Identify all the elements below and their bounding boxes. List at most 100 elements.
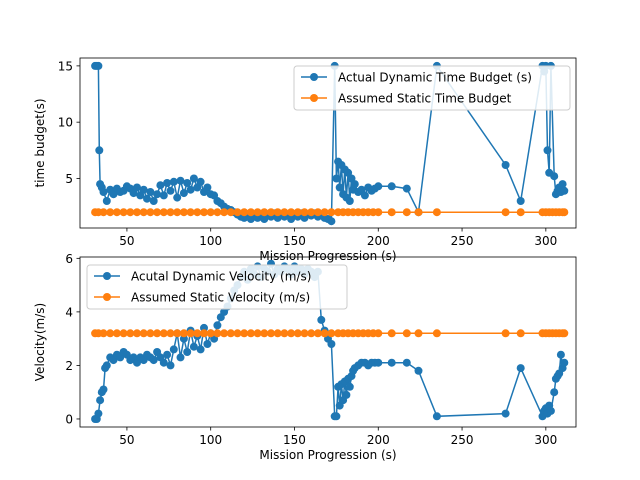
legend-marker — [310, 94, 318, 102]
axes-frame — [79, 256, 577, 428]
data-point — [112, 329, 121, 338]
data-point — [133, 329, 141, 338]
data-point — [169, 177, 178, 186]
data-point — [240, 329, 249, 338]
data-point — [414, 208, 423, 217]
data-point — [560, 358, 569, 367]
data-point — [402, 208, 411, 217]
x-tick-label: 250 — [451, 433, 474, 447]
data-point — [246, 208, 255, 217]
data-point — [179, 189, 188, 198]
data-point — [332, 174, 341, 183]
data-point — [414, 329, 423, 338]
data-point — [183, 348, 192, 356]
data-point — [307, 208, 316, 217]
data-point — [327, 217, 336, 226]
data-point — [159, 208, 168, 217]
data-point — [169, 345, 178, 354]
data-point — [200, 208, 208, 217]
data-point — [133, 183, 141, 192]
data-point — [166, 186, 175, 195]
data-point — [313, 329, 322, 338]
data-point — [516, 364, 525, 373]
y-tick-label: 6 — [65, 252, 73, 266]
data-point — [327, 340, 336, 348]
data-point — [320, 208, 329, 217]
data-point — [501, 329, 510, 338]
data-point — [226, 208, 235, 217]
x-tick-label: 300 — [534, 234, 557, 248]
data-point — [246, 329, 255, 338]
data-point — [179, 208, 188, 217]
y-tick-label: 15 — [58, 59, 73, 73]
data-point — [94, 409, 103, 418]
data-point — [556, 350, 565, 359]
data-point — [287, 208, 296, 217]
legend-entry: Actual Dynamic Time Budget (s) — [338, 71, 532, 85]
data-point — [226, 329, 235, 338]
data-point — [186, 208, 195, 217]
data-point — [280, 208, 289, 217]
data-point — [387, 182, 396, 191]
data-point — [267, 329, 275, 338]
y-axis-label: time budget(s) — [33, 98, 47, 187]
data-point — [153, 329, 162, 338]
data-point — [374, 182, 383, 191]
data-point — [307, 329, 316, 338]
data-point — [146, 188, 155, 196]
data-point — [516, 208, 525, 217]
data-point — [327, 208, 336, 217]
data-point — [153, 190, 162, 199]
data-point — [213, 329, 222, 338]
data-point — [149, 356, 158, 365]
data-point — [543, 146, 552, 155]
data-point — [102, 361, 111, 370]
data-point — [374, 358, 383, 367]
legend: Acutal Dynamic Velocity (m/s) Assumed Sta… — [86, 264, 348, 310]
data-point — [119, 329, 128, 338]
axes-frame — [79, 57, 577, 229]
y-axis-label: Velocity(m/s) — [33, 303, 47, 381]
data-point — [350, 180, 359, 189]
data-point — [501, 161, 510, 169]
data-point — [546, 406, 555, 415]
data-point — [327, 329, 336, 338]
data-point — [293, 208, 302, 217]
x-tick-label: 200 — [367, 234, 390, 248]
data-point — [99, 188, 108, 196]
x-tick-label: 100 — [199, 234, 222, 248]
y-tick-label: 0 — [65, 412, 73, 426]
data-point — [186, 185, 195, 194]
data-point — [173, 193, 182, 202]
data-point — [143, 194, 151, 203]
data-point — [313, 208, 322, 217]
data-point — [287, 329, 296, 338]
data-point — [176, 176, 185, 185]
data-point — [253, 329, 262, 338]
x-axis-label: Mission Progression (s) — [259, 249, 396, 263]
data-point — [240, 208, 249, 217]
data-point — [432, 329, 441, 338]
data-point — [96, 396, 105, 405]
data-point — [320, 329, 329, 338]
x-tick-label: 50 — [119, 234, 134, 248]
data-point — [501, 409, 510, 418]
legend-box — [293, 65, 571, 111]
legend-entry: Assumed Static Velocity (m/s) — [131, 291, 310, 305]
data-point — [432, 412, 441, 421]
data-point — [317, 315, 326, 324]
data-point — [432, 208, 441, 217]
legend-box — [86, 264, 348, 310]
data-point — [99, 385, 108, 394]
data-point — [166, 208, 175, 217]
data-point — [133, 208, 141, 217]
data-point — [99, 208, 108, 217]
data-point — [149, 197, 158, 205]
data-point — [233, 329, 242, 338]
data-point — [345, 382, 354, 391]
data-point — [206, 208, 215, 217]
data-point — [146, 329, 155, 338]
data-point — [173, 329, 182, 338]
data-point — [300, 208, 309, 217]
subplot-2: 50 100 150 200 250 300 0 2 4 6 Mission Progression… — [33, 252, 577, 462]
